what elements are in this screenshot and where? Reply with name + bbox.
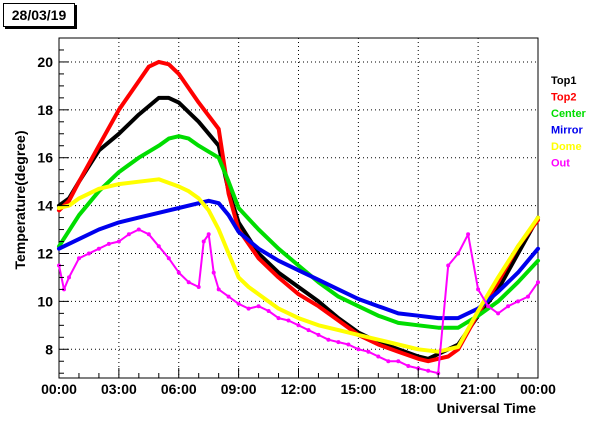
data-point-out: [486, 304, 491, 309]
legend-entry-top1: Top1: [551, 75, 576, 87]
y-tick-label: 8: [45, 341, 53, 357]
data-point-out: [536, 280, 540, 285]
data-point-out: [77, 256, 81, 261]
x-tick-label: 12:00: [281, 381, 317, 397]
data-point-out: [126, 232, 131, 237]
data-point-out: [376, 354, 381, 359]
series-line-center: [57, 134, 540, 330]
data-point-out: [446, 263, 451, 268]
data-point-out: [276, 316, 281, 321]
data-point-out: [186, 280, 191, 285]
data-point-out: [106, 241, 111, 246]
x-tick-label: 09:00: [221, 381, 257, 397]
data-point-out: [386, 359, 391, 364]
axes-layer: 00:00 03:00 06:00 09:00 12:00 15:00 18:00 21:00…: [37, 37, 556, 397]
series-line-top2: [57, 59, 540, 364]
x-tick-label: 15:00: [340, 381, 376, 397]
series-layer: [57, 59, 540, 376]
data-point-out: [286, 318, 291, 323]
data-point-out: [466, 232, 471, 237]
data-point-out: [426, 368, 431, 373]
data-point-out: [211, 270, 216, 275]
y-tick-label: 12: [37, 245, 53, 261]
data-point-out: [266, 309, 271, 313]
x-axis-label: Universal Time: [437, 400, 537, 416]
data-point-out: [116, 239, 121, 244]
data-point-out: [346, 342, 351, 347]
data-point-out: [306, 328, 311, 333]
y-tick-label: 16: [37, 150, 53, 166]
data-point-out: [201, 239, 206, 244]
y-tick-label: 14: [37, 198, 53, 214]
y-tick-label: 20: [37, 54, 53, 70]
data-point-out: [136, 227, 141, 232]
series-line-mirror: [57, 198, 540, 321]
legend-entry-center: Center: [551, 108, 587, 120]
data-point-out: [146, 232, 151, 237]
data-point-out: [476, 287, 481, 292]
data-point-out: [226, 294, 231, 299]
data-point-out: [246, 306, 251, 311]
data-point-out: [176, 270, 181, 275]
data-point-out: [206, 232, 211, 237]
series-line-out: [58, 228, 539, 375]
data-point-out: [516, 299, 520, 304]
data-point-out: [396, 359, 401, 364]
data-point-out: [196, 285, 201, 289]
data-point-out: [336, 340, 341, 345]
data-point-out: [326, 337, 331, 342]
legend-entry-top2: Top2: [551, 92, 576, 104]
x-tick-label: 06:00: [161, 381, 197, 397]
data-point-out: [67, 275, 71, 280]
legend-entry-mirror: Mirror: [551, 125, 584, 137]
x-tick-label: 03:00: [101, 381, 137, 397]
data-point-out: [366, 349, 371, 354]
data-point-out: [356, 347, 361, 352]
data-point-out: [156, 244, 161, 249]
y-axis-label: Temperature(degree): [12, 130, 28, 269]
data-point-out: [506, 304, 511, 309]
data-point-out: [406, 364, 411, 368]
legend-entry-dome: Dome: [551, 141, 582, 153]
x-tick-label: 00:00: [41, 381, 77, 397]
x-tick-label: 00:00: [520, 381, 556, 397]
y-tick-label: 18: [37, 102, 53, 118]
y-tick-label: 10: [37, 293, 53, 309]
data-point-out: [166, 256, 171, 261]
data-point-out: [216, 287, 221, 292]
x-tick-label: 18:00: [400, 381, 436, 397]
data-point-out: [296, 323, 301, 328]
data-point-out: [496, 311, 501, 316]
grid-lines: [59, 38, 538, 378]
x-tick-label: 21:00: [460, 381, 496, 397]
date-label: 28/03/19: [3, 3, 75, 27]
data-point-out: [256, 304, 261, 309]
data-point-out: [526, 294, 530, 299]
series-line-dome: [57, 177, 540, 354]
legend-entry-out: Out: [551, 158, 570, 170]
legend: Top1 Top2 Center Mirror Dome Out: [551, 75, 587, 170]
data-point-out: [316, 332, 321, 337]
data-point-out: [456, 251, 461, 256]
data-point-out: [96, 246, 101, 251]
data-point-out: [236, 301, 241, 306]
data-point-out: [86, 251, 91, 256]
